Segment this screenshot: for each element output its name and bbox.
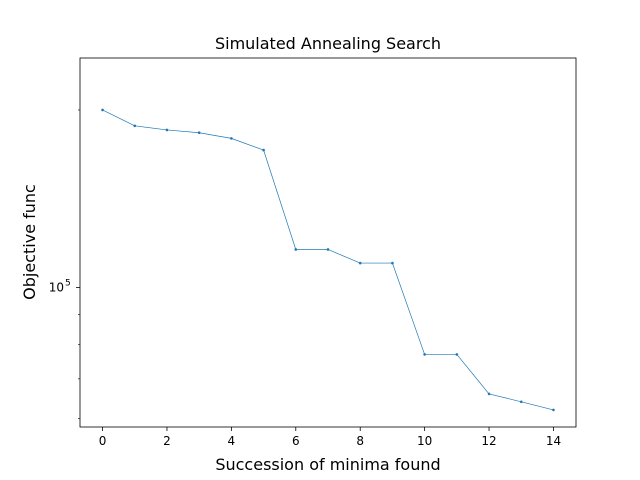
plot-area bbox=[79, 57, 577, 428]
data-point bbox=[552, 408, 555, 412]
y-axis-label: Objective func bbox=[20, 184, 39, 300]
data-point bbox=[197, 131, 201, 135]
x-tick-label: 4 bbox=[228, 434, 236, 448]
y-axis: 10 5 bbox=[49, 109, 80, 419]
data-point bbox=[165, 128, 169, 132]
x-tick-label: 2 bbox=[163, 434, 171, 448]
data-point bbox=[326, 248, 330, 251]
data-point bbox=[133, 124, 137, 128]
data-point bbox=[519, 400, 523, 404]
data-point bbox=[358, 261, 362, 265]
data-point bbox=[423, 353, 426, 356]
data-point bbox=[391, 261, 394, 265]
data-point bbox=[230, 137, 233, 140]
data-point bbox=[455, 353, 459, 356]
axes-frame bbox=[79, 57, 577, 428]
x-tick-label: 6 bbox=[292, 434, 300, 448]
x-axis-label: Succession of minima found bbox=[215, 455, 440, 474]
y-tick-label: 10 5 bbox=[49, 278, 71, 294]
x-tick-label: 0 bbox=[99, 434, 107, 448]
data-point bbox=[262, 148, 265, 152]
x-tick-label: 12 bbox=[481, 434, 496, 448]
series-line bbox=[102, 109, 554, 411]
x-tick-label: 14 bbox=[546, 434, 561, 448]
data-point bbox=[294, 248, 298, 251]
data-point bbox=[101, 108, 104, 112]
x-axis: 0 2 4 6 8 10 12 14 bbox=[99, 427, 561, 448]
y-tick-base: 10 bbox=[49, 280, 64, 294]
x-tick-label: 10 bbox=[417, 434, 432, 448]
x-tick-label: 8 bbox=[356, 434, 364, 448]
y-tick-exponent: 5 bbox=[65, 278, 71, 288]
data-point bbox=[487, 392, 491, 396]
chart-title: Simulated Annealing Search bbox=[215, 34, 441, 53]
